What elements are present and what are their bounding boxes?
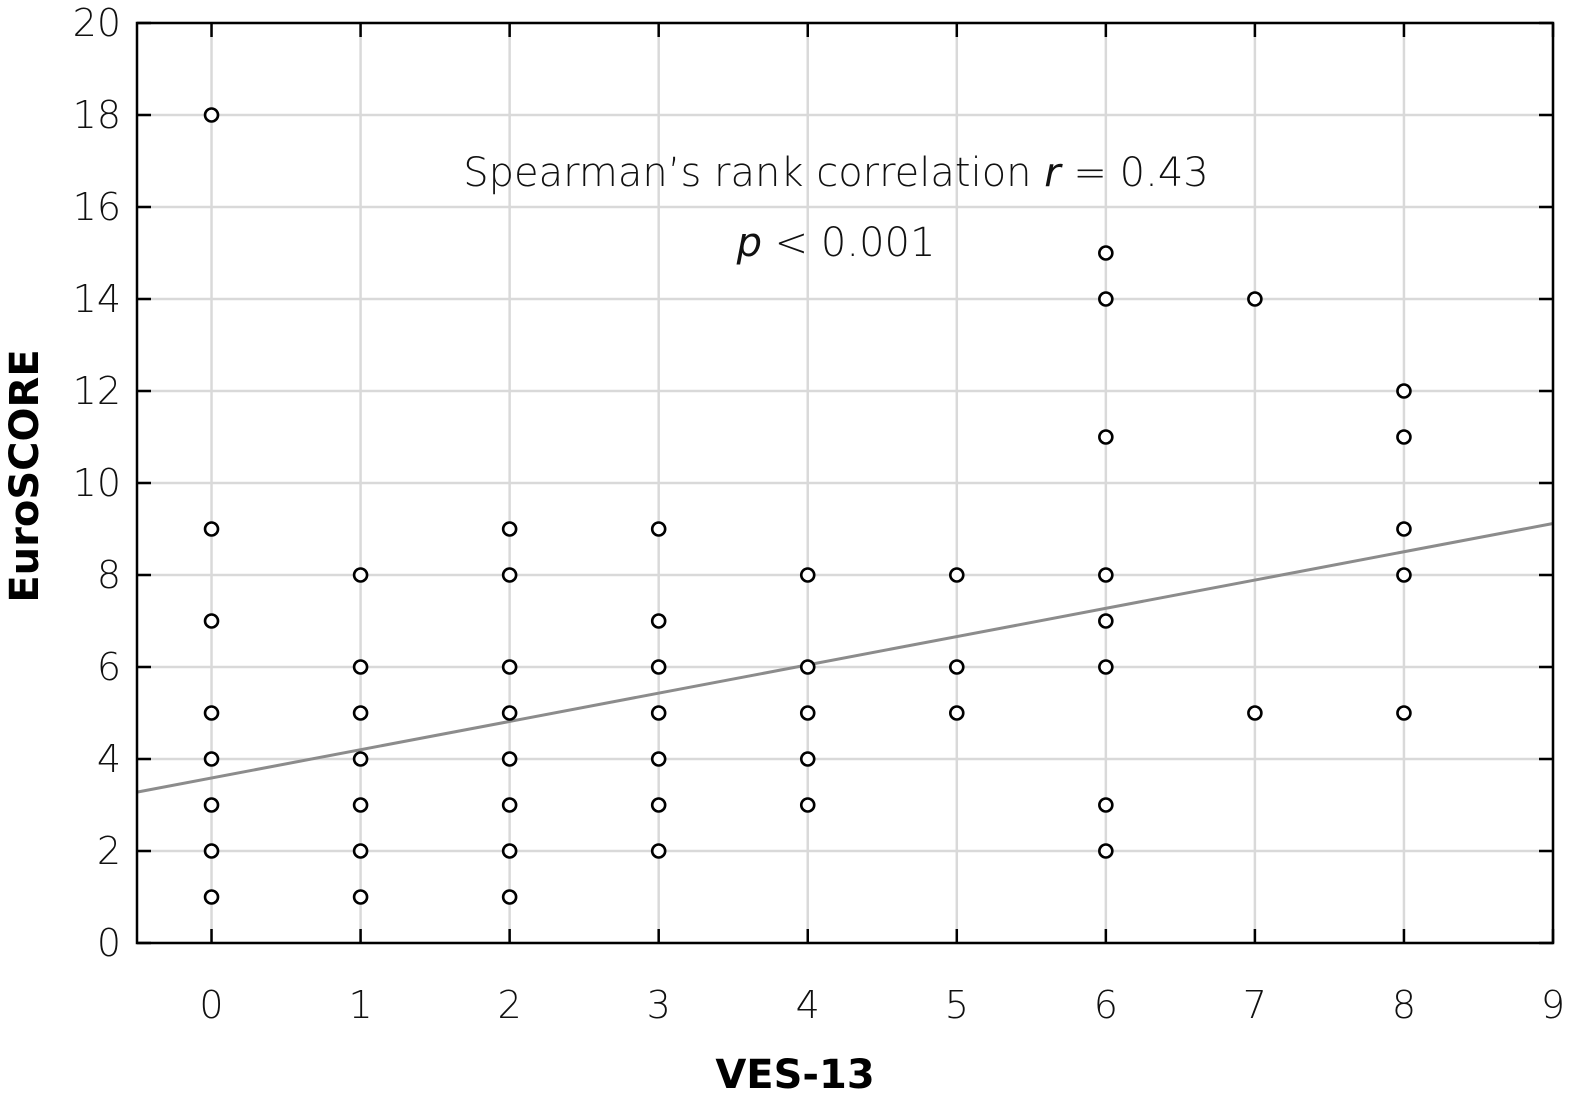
y-tick-label: 0 [97, 921, 121, 965]
data-point [948, 567, 965, 583]
data-point [203, 751, 220, 767]
data-point [203, 705, 220, 721]
x-tick-label: 9 [1541, 983, 1565, 1027]
data-point [799, 705, 816, 721]
annotation-r-symbol: r [1044, 150, 1063, 196]
data-point [1098, 291, 1114, 307]
y-tick-label: 18 [73, 93, 121, 137]
data-point [501, 797, 518, 813]
data-point [1247, 705, 1263, 721]
x-tick-labels: 0 1 2 3 4 5 6 7 8 9 [199, 983, 1565, 1027]
annotation-p-value: < 0.001 [762, 220, 935, 266]
data-point [799, 797, 816, 813]
data-point [650, 613, 667, 629]
data-point [650, 843, 667, 859]
y-tick-label: 12 [73, 369, 121, 413]
data-point [1396, 521, 1412, 537]
y-tick-label: 8 [97, 553, 121, 597]
data-point [1098, 659, 1114, 675]
x-tick-label: 3 [647, 983, 671, 1027]
y-tick-labels: 0 2 4 6 8 10 12 14 16 18 20 [73, 1, 121, 965]
data-point [1396, 705, 1412, 721]
x-tick-label: 1 [348, 983, 372, 1027]
annotation-p-symbol: p [736, 220, 762, 266]
y-tick-label: 16 [73, 185, 121, 229]
data-point [501, 705, 518, 721]
data-point [501, 567, 518, 583]
data-point [352, 889, 369, 905]
data-point [799, 567, 816, 583]
x-tick-label: 4 [796, 983, 820, 1027]
data-point [352, 843, 369, 859]
y-axis-title: EuroSCORE [2, 349, 48, 602]
data-point [352, 567, 369, 583]
x-tick-label: 8 [1392, 983, 1416, 1027]
data-point [1098, 613, 1114, 629]
data-point [352, 705, 369, 721]
y-tick-label: 10 [73, 461, 121, 505]
data-point [1396, 567, 1412, 583]
y-tick-label: 2 [97, 829, 121, 873]
x-tick-label: 0 [199, 983, 223, 1027]
y-tick-label: 6 [97, 645, 121, 689]
data-point [352, 797, 369, 813]
data-point [650, 521, 667, 537]
data-point [501, 843, 518, 859]
data-point [203, 843, 220, 859]
x-tick-label: 5 [945, 983, 969, 1027]
data-point [352, 659, 369, 675]
data-point [352, 751, 369, 767]
data-point [650, 659, 667, 675]
data-point [1247, 291, 1263, 307]
data-points [203, 107, 1412, 905]
data-point [501, 659, 518, 675]
data-point [650, 705, 667, 721]
data-point [948, 705, 965, 721]
y-tick-label: 4 [97, 737, 121, 781]
data-point [203, 889, 220, 905]
data-point [203, 521, 220, 537]
data-point [799, 751, 816, 767]
data-point [1098, 567, 1114, 583]
y-tick-label: 20 [73, 1, 121, 45]
tick-marks [137, 21, 1555, 945]
data-point [501, 751, 518, 767]
correlation-annotation: Spearman’s rank correlation r = 0.43 [463, 150, 1208, 196]
data-point [1098, 797, 1114, 813]
data-point [501, 889, 518, 905]
x-tick-label: 2 [498, 983, 522, 1027]
x-tick-label: 7 [1243, 983, 1267, 1027]
data-point [1098, 245, 1114, 261]
data-point [203, 107, 220, 123]
data-point [1396, 383, 1412, 399]
x-axis-title: VES-13 [715, 1052, 874, 1098]
data-point [650, 797, 667, 813]
data-point [1396, 429, 1412, 445]
x-tick-label: 6 [1094, 983, 1118, 1027]
y-tick-label: 14 [73, 277, 121, 321]
data-point [1098, 843, 1114, 859]
annotation-r-value: = 0.43 [1061, 150, 1209, 196]
data-point [650, 751, 667, 767]
data-point [203, 613, 220, 629]
regression-line [136, 522, 1554, 794]
data-point [799, 659, 816, 675]
data-point [203, 797, 220, 813]
data-point [501, 521, 518, 537]
p-value-annotation: p < 0.001 [736, 220, 936, 266]
data-point [948, 659, 965, 675]
annotation-prefix: Spearman’s rank correlation [463, 150, 1044, 196]
data-point [1098, 429, 1114, 445]
